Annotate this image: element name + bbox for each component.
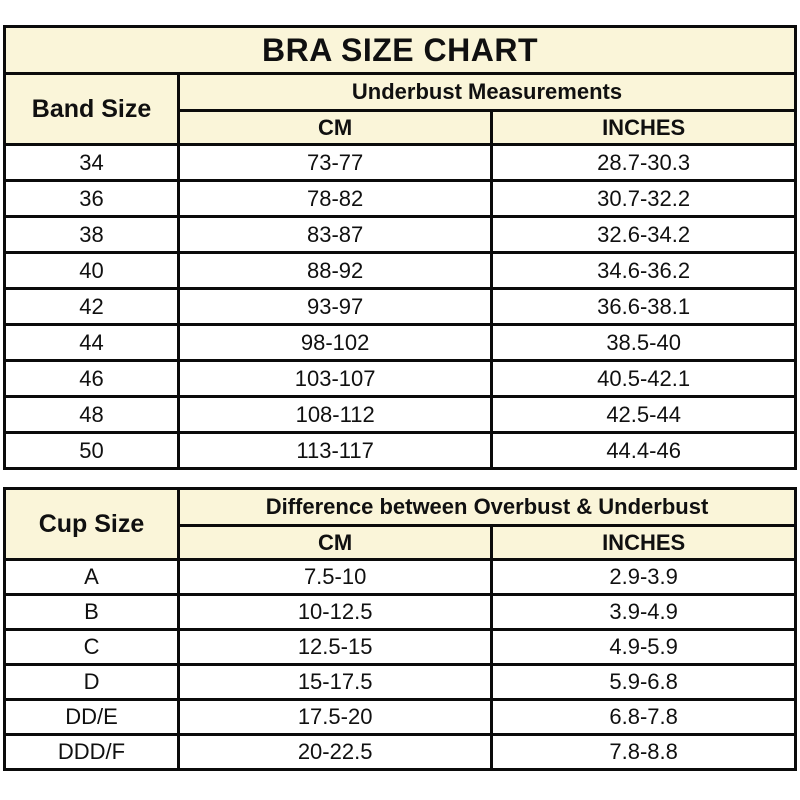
band-inches-cell: 34.6-36.2	[490, 251, 797, 290]
table-row: 44 98-102 38.5-40	[2, 323, 797, 362]
band-size-header: Band Size	[2, 72, 181, 146]
table-row: B 10-12.5 3.9-4.9	[2, 593, 797, 631]
cup-cm-cell: 12.5-15	[177, 628, 494, 666]
cup-size-cell: DD/E	[2, 698, 181, 736]
page-title: BRA SIZE CHART	[3, 25, 797, 75]
band-inches-cell: 40.5-42.1	[490, 359, 797, 398]
table-row: 48 108-112 42.5-44	[2, 395, 797, 434]
band-inches-cell: 44.4-46	[490, 431, 797, 470]
table-row: 50 113-117 44.4-46	[2, 431, 797, 470]
band-size-table: BRA SIZE CHART Band Size Underbust Measu…	[2, 25, 797, 470]
cup-cm-cell: 7.5-10	[177, 558, 494, 596]
band-cm-cell: 88-92	[177, 251, 494, 290]
band-cm-header: CM	[177, 109, 494, 146]
overbust-difference-header: Difference between Overbust & Underbust	[177, 487, 797, 527]
cup-size-cell: DDD/F	[2, 733, 181, 771]
table-row: 34 73-77 28.7-30.3	[2, 143, 797, 182]
table-row: 38 83-87 32.6-34.2	[2, 215, 797, 254]
cup-inches-cell: 7.8-8.8	[490, 733, 797, 771]
cup-inches-cell: 5.9-6.8	[490, 663, 797, 701]
cup-cm-header: CM	[177, 524, 494, 561]
band-cm-cell: 103-107	[177, 359, 494, 398]
band-inches-cell: 42.5-44	[490, 395, 797, 434]
cup-inches-cell: 4.9-5.9	[490, 628, 797, 666]
table-row: 40 88-92 34.6-36.2	[2, 251, 797, 290]
band-cm-cell: 108-112	[177, 395, 494, 434]
band-inches-cell: 30.7-32.2	[490, 179, 797, 218]
band-size-cell: 46	[2, 359, 181, 398]
cup-inches-header: INCHES	[490, 524, 797, 561]
cup-cm-cell: 20-22.5	[177, 733, 494, 771]
band-inches-cell: 28.7-30.3	[490, 143, 797, 182]
cup-cm-cell: 10-12.5	[177, 593, 494, 631]
band-inches-cell: 32.6-34.2	[490, 215, 797, 254]
cup-inches-cell: 6.8-7.8	[490, 698, 797, 736]
table-row: 42 93-97 36.6-38.1	[2, 287, 797, 326]
cup-size-header: Cup Size	[2, 487, 181, 561]
cup-size-cell: B	[2, 593, 181, 631]
table-row: 36 78-82 30.7-32.2	[2, 179, 797, 218]
band-cm-cell: 73-77	[177, 143, 494, 182]
band-inches-header: INCHES	[490, 109, 797, 146]
table-row: D 15-17.5 5.9-6.8	[2, 663, 797, 701]
band-cm-cell: 113-117	[177, 431, 494, 470]
band-cm-cell: 93-97	[177, 287, 494, 326]
band-cm-cell: 83-87	[177, 215, 494, 254]
cup-size-cell: D	[2, 663, 181, 701]
band-cm-cell: 98-102	[177, 323, 494, 362]
cup-cm-cell: 15-17.5	[177, 663, 494, 701]
cup-cm-cell: 17.5-20	[177, 698, 494, 736]
band-size-cell: 44	[2, 323, 181, 362]
band-size-cell: 34	[2, 143, 181, 182]
table-row: DD/E 17.5-20 6.8-7.8	[2, 698, 797, 736]
cup-size-cell: C	[2, 628, 181, 666]
table-row: 46 103-107 40.5-42.1	[2, 359, 797, 398]
band-cm-cell: 78-82	[177, 179, 494, 218]
cup-size-table: Cup Size Difference between Overbust & U…	[2, 487, 797, 771]
band-inches-cell: 38.5-40	[490, 323, 797, 362]
band-size-cell: 36	[2, 179, 181, 218]
table-row: A 7.5-10 2.9-3.9	[2, 558, 797, 596]
cup-size-cell: A	[2, 558, 181, 596]
table-row: C 12.5-15 4.9-5.9	[2, 628, 797, 666]
table-row: DDD/F 20-22.5 7.8-8.8	[2, 733, 797, 771]
band-size-cell: 40	[2, 251, 181, 290]
band-size-cell: 42	[2, 287, 181, 326]
band-size-cell: 50	[2, 431, 181, 470]
cup-inches-cell: 2.9-3.9	[490, 558, 797, 596]
underbust-measurements-header: Underbust Measurements	[177, 72, 797, 112]
cup-inches-cell: 3.9-4.9	[490, 593, 797, 631]
band-size-cell: 48	[2, 395, 181, 434]
band-inches-cell: 36.6-38.1	[490, 287, 797, 326]
band-size-cell: 38	[2, 215, 181, 254]
